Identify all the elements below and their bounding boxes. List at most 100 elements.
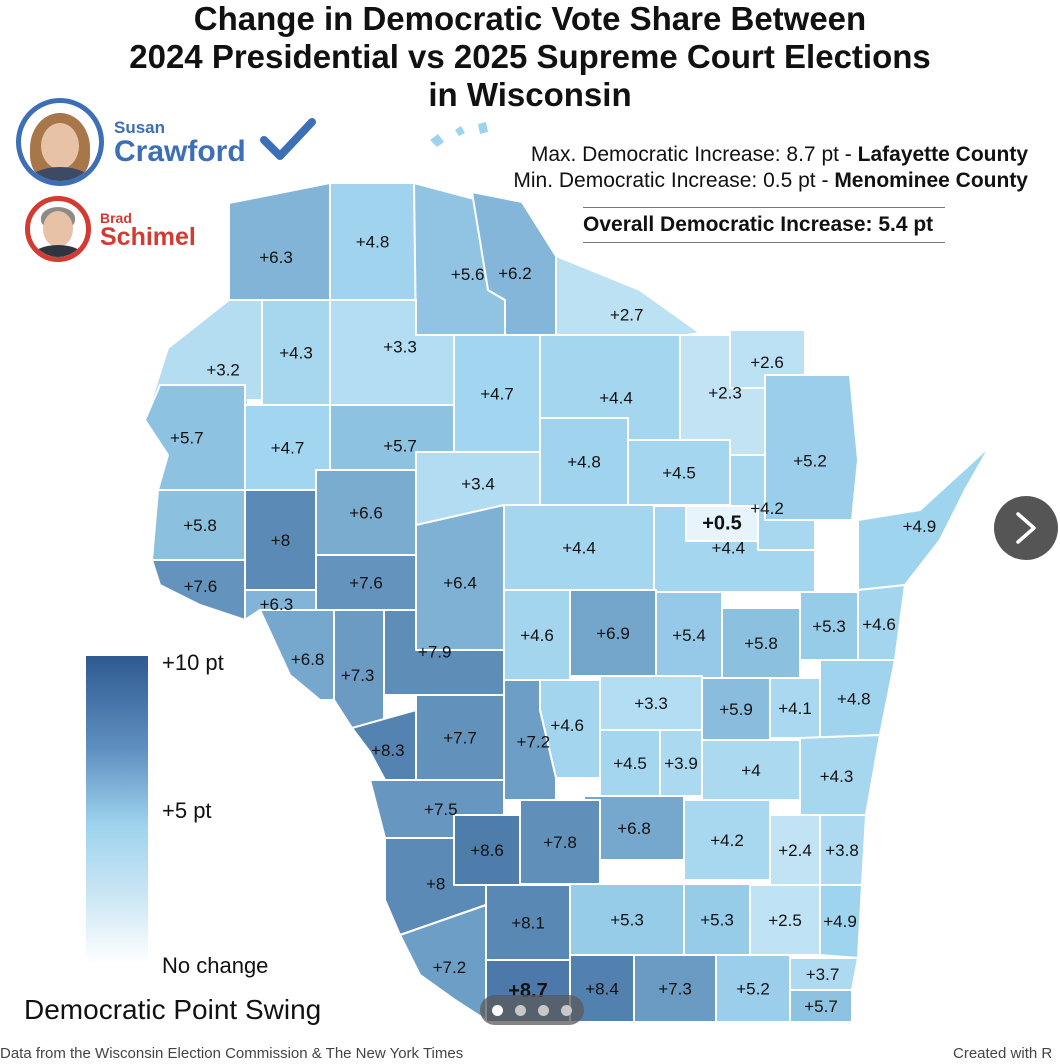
- carousel-dot-1[interactable]: [492, 1004, 503, 1016]
- next-slide-button[interactable]: [994, 496, 1058, 560]
- county-label: +4.2: [710, 831, 744, 850]
- county-label: +3.3: [634, 694, 668, 713]
- candidate-crawford: Susan Crawford: [16, 98, 316, 186]
- county-label: +7.2: [433, 958, 467, 977]
- county-label: +5.2: [793, 452, 827, 471]
- county-label: +6.6: [349, 504, 383, 523]
- chart-title: Change in Democratic Vote Share Between …: [0, 0, 1060, 114]
- county-label: +7.3: [658, 980, 692, 999]
- legend-low-label: No change: [162, 953, 269, 978]
- county-label: +4.9: [823, 912, 857, 931]
- county-label: +2.5: [768, 911, 802, 930]
- crawford-last-name: Crawford: [114, 135, 246, 168]
- county-label: +5.7: [170, 429, 204, 448]
- county-label: +7.5: [424, 800, 458, 819]
- schimel-first-name: Brad: [100, 210, 132, 226]
- county-label: +7.7: [443, 729, 477, 748]
- county-label: +2.6: [750, 353, 784, 372]
- county-label: +4.3: [820, 767, 854, 786]
- county-label: +4.5: [613, 754, 647, 773]
- county-label: +3.4: [461, 475, 495, 494]
- county-label: +4.6: [550, 716, 584, 735]
- county-label: +3.8: [825, 841, 859, 860]
- winner-checkmark-icon: [259, 118, 316, 160]
- county-label: +4.4: [599, 389, 633, 408]
- county-label: +0.5: [702, 513, 741, 535]
- schimel-avatar: [25, 196, 91, 262]
- county-label: +3.2: [206, 361, 240, 380]
- county-buffalo-region: [259, 609, 335, 701]
- carousel-dot-2[interactable]: [515, 1004, 526, 1016]
- candidate-schimel: Brad Schimel: [25, 196, 196, 262]
- county-label: +4.4: [562, 539, 596, 558]
- county-label: +4.9: [903, 517, 937, 536]
- carousel-dots: [480, 995, 584, 1025]
- county-label: +7.6: [184, 577, 218, 596]
- min-county: Menominee County: [834, 169, 1028, 192]
- county-label: +6.3: [259, 248, 293, 267]
- max-increase: Max. Democratic Increase: 8.7 pt - Lafay…: [530, 143, 1028, 166]
- title-line-3: in Wisconsin: [428, 76, 632, 113]
- legend-color-bar: [86, 656, 148, 964]
- title-line-1: Change in Democratic Vote Share Between: [193, 0, 867, 37]
- county-label: +6.8: [291, 650, 325, 669]
- county-label: +8.6: [470, 841, 504, 860]
- chevron-right-icon: [1016, 512, 1036, 544]
- county-pierce-region: [151, 559, 246, 621]
- crawford-first-name: Susan: [114, 118, 166, 137]
- carousel-dot-3[interactable]: [538, 1004, 549, 1016]
- county-label: +2.7: [610, 306, 644, 325]
- county-label: +5.3: [812, 617, 846, 636]
- stats-block: Max. Democratic Increase: 8.7 pt - Lafay…: [513, 142, 1028, 194]
- title-line-2: 2024 Presidential vs 2025 Supreme Court …: [129, 38, 931, 75]
- county-label: +4.2: [750, 499, 784, 518]
- crawford-name: Susan Crawford: [114, 118, 246, 168]
- carousel-dot-4[interactable]: [561, 1004, 572, 1016]
- county-label: +8.4: [585, 980, 619, 999]
- county-label: +4.4: [712, 538, 746, 557]
- county-label: +4.3: [279, 344, 313, 363]
- county-label: +5.4: [672, 626, 706, 645]
- crawford-avatar: [16, 98, 104, 186]
- county-label: +4.1: [778, 699, 812, 718]
- overall-increase: Overall Democratic Increase: 5.4 pt: [583, 207, 945, 243]
- source-note: Data from the Wisconsin Election Commiss…: [0, 1045, 464, 1062]
- county-label: +4: [741, 761, 760, 780]
- county-label: +2.4: [778, 841, 812, 860]
- county-label: +4.8: [837, 689, 871, 708]
- county-label: +6.3: [260, 595, 294, 614]
- county-label: +6.9: [596, 624, 630, 643]
- county-label: +8.1: [511, 914, 545, 933]
- county-label: +8: [271, 531, 290, 550]
- county-label: +8.3: [371, 741, 405, 760]
- county-label: +7.9: [418, 643, 452, 662]
- county-label: +7.8: [543, 833, 577, 852]
- credit-note: Created with R: [953, 1045, 1053, 1062]
- county-label: +5.8: [744, 634, 778, 653]
- county-label: +4.8: [567, 453, 601, 472]
- county-label: +6.8: [617, 819, 651, 838]
- county-label: +7.3: [341, 666, 375, 685]
- legend-title: Democratic Point Swing: [24, 994, 322, 1025]
- county-label: +4.8: [356, 233, 390, 252]
- county-label: +5.7: [383, 436, 417, 455]
- county-label: +7.6: [349, 574, 383, 593]
- county-label: +4.5: [662, 464, 696, 483]
- county-label: +5.6: [451, 265, 485, 284]
- county-label: +4.6: [862, 615, 896, 634]
- lake-superior-islands: [430, 122, 488, 147]
- min-increase: Min. Democratic Increase: 0.5 pt - Menom…: [513, 169, 1028, 192]
- county-label: +2.3: [708, 384, 742, 403]
- county-label: +5.8: [183, 516, 217, 535]
- county-label: +5.9: [719, 700, 753, 719]
- county-label: +5.7: [804, 997, 838, 1016]
- county-label: +4.7: [271, 439, 305, 458]
- county-label: +4.6: [520, 626, 554, 645]
- county-label: +6.4: [443, 574, 477, 593]
- county-label: +3.3: [383, 338, 417, 357]
- county-label: +5.3: [610, 911, 644, 930]
- schimel-name: Brad Schimel: [100, 210, 196, 250]
- county-label: +4.7: [480, 385, 514, 404]
- county-bayfield-region: [228, 182, 331, 301]
